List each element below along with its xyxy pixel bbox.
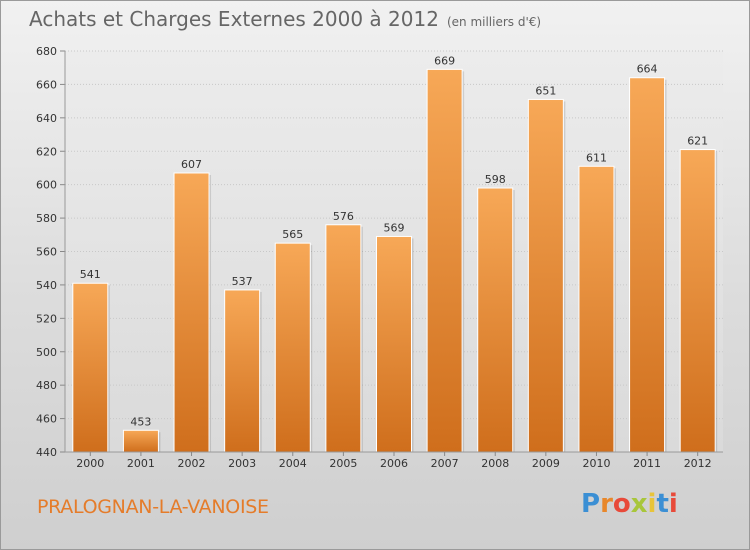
value-label: 453 xyxy=(130,415,151,428)
labels: 541 2000 453 2001 607 2002 537 2003 565 2004 576 20… xyxy=(76,54,711,470)
logo-letter: i xyxy=(647,489,657,519)
y-tick-label: 540 xyxy=(36,279,57,292)
logo-letter: P xyxy=(581,489,601,519)
bar-2006 xyxy=(376,235,412,453)
y-tick-label: 580 xyxy=(36,212,57,225)
y-tick-label: 500 xyxy=(36,346,57,359)
title-text: Achats et Charges Externes 2000 à 2012 xyxy=(29,7,439,31)
bar-2009 xyxy=(527,98,564,453)
y-tick-label: 660 xyxy=(36,78,57,91)
chart-title: Achats et Charges Externes 2000 à 2012 (e… xyxy=(29,7,541,31)
value-label: 607 xyxy=(181,158,202,171)
value-label: 664 xyxy=(637,63,658,76)
x-tick-label: 2004 xyxy=(279,457,307,470)
x-tick-label: 2002 xyxy=(178,457,206,470)
value-label: 598 xyxy=(485,173,506,186)
x-tick-label: 2011 xyxy=(633,457,661,470)
x-tick-label: 2009 xyxy=(532,457,560,470)
value-label: 576 xyxy=(333,210,354,223)
axes: 440 460 480 500 520 540 560 580 600 620 640 660 680 xyxy=(36,45,723,459)
value-label: 621 xyxy=(687,135,708,148)
value-label: 569 xyxy=(384,221,405,234)
bar-2005 xyxy=(325,224,362,453)
x-tick-label: 2005 xyxy=(329,457,357,470)
y-tick-label: 640 xyxy=(36,112,57,125)
y-tick-label: 520 xyxy=(36,312,57,325)
x-tick-label: 2000 xyxy=(76,457,104,470)
commune-name: PRALOGNAN-LA-VANOISE xyxy=(37,496,269,518)
logo-letter: x xyxy=(630,489,648,519)
proxiti-logo: Proxiti xyxy=(581,489,678,519)
x-tick-label: 2007 xyxy=(431,457,459,470)
value-label: 537 xyxy=(232,275,253,288)
y-tick-label: 460 xyxy=(36,413,57,426)
y-tick-label: 560 xyxy=(36,246,57,259)
y-tick-label: 680 xyxy=(36,45,57,58)
value-label: 669 xyxy=(434,54,455,67)
bar-2011 xyxy=(629,77,666,453)
logo-letter: t xyxy=(656,489,669,519)
y-tick-label: 480 xyxy=(36,379,57,392)
bar-2007 xyxy=(426,68,463,453)
bar-2003 xyxy=(224,289,261,453)
bar-2004 xyxy=(274,242,311,453)
y-tick-label: 440 xyxy=(36,446,57,459)
value-label: 651 xyxy=(535,84,556,97)
unit-label: (en milliers d'€) xyxy=(446,15,542,29)
bar-2010 xyxy=(578,165,615,453)
bar-2001 xyxy=(122,429,159,453)
x-tick-label: 2003 xyxy=(228,457,256,470)
bar-2002 xyxy=(173,172,210,453)
x-tick-label: 2001 xyxy=(127,457,155,470)
bar-2008 xyxy=(477,187,514,453)
bar-2000 xyxy=(72,282,109,453)
y-tick-label: 620 xyxy=(36,145,57,158)
x-tick-label: 2008 xyxy=(481,457,509,470)
logo-letter: o xyxy=(612,489,631,519)
logo-letter: r xyxy=(600,489,613,519)
value-label: 541 xyxy=(80,268,101,281)
logo-letter: i xyxy=(668,489,678,519)
x-tick-label: 2006 xyxy=(380,457,408,470)
y-tick-label: 600 xyxy=(36,179,57,192)
value-label: 611 xyxy=(586,151,607,164)
x-tick-label: 2012 xyxy=(684,457,712,470)
x-tick-label: 2010 xyxy=(582,457,610,470)
bars xyxy=(72,68,718,453)
bar-2012 xyxy=(679,149,716,453)
value-label: 565 xyxy=(282,228,303,241)
